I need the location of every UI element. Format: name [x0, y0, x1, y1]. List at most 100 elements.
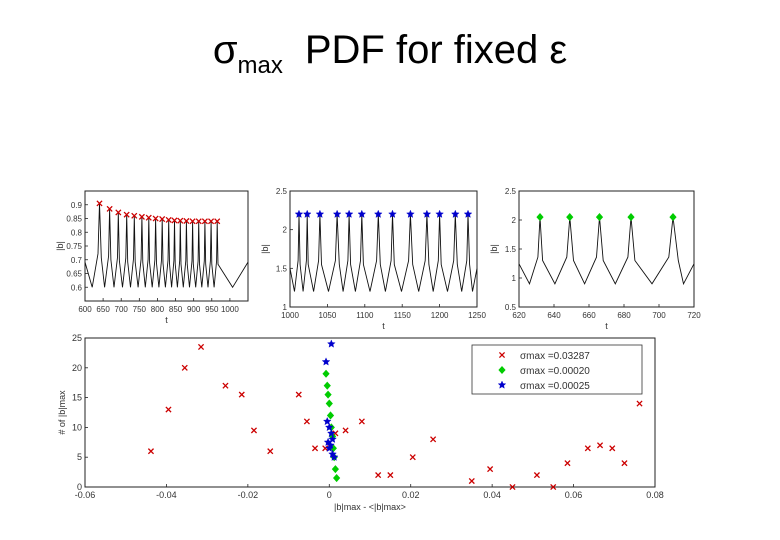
y-tick-label: 0.5 — [505, 303, 517, 312]
data-point — [323, 381, 331, 390]
data-point — [295, 391, 302, 398]
data-point — [326, 411, 335, 420]
data-point — [331, 465, 339, 474]
y-tick-label: 2.5 — [505, 187, 517, 196]
data-point — [550, 483, 557, 491]
data-point — [325, 399, 333, 408]
data-point — [596, 442, 604, 449]
legend-marker — [498, 351, 506, 359]
data-point — [267, 448, 274, 455]
data-point — [181, 364, 188, 371]
y-tick-label: 1 — [283, 303, 288, 312]
y-tick-label: 10 — [72, 422, 82, 432]
peak-marker — [106, 205, 113, 212]
x-tick-label: 750 — [133, 305, 147, 314]
x-tick-label: 850 — [169, 305, 183, 314]
legend: σmax =0.03287 σmax =0.00020 σmax =0.00025 — [471, 344, 643, 395]
peak-marker — [96, 200, 103, 207]
x-tick-label: 0.06 — [565, 490, 583, 500]
peak-marker — [138, 213, 145, 220]
x-tick-label: 620 — [512, 311, 526, 320]
title-symbol: σ — [212, 28, 238, 72]
x-axis-label: t — [605, 321, 608, 331]
y-tick-label: 1.5 — [276, 264, 288, 273]
y-tick-label: 0.9 — [71, 201, 83, 210]
peak-marker — [145, 214, 152, 221]
data-point — [564, 460, 571, 467]
x-tick-label: 0.08 — [646, 490, 664, 500]
peak-marker — [344, 209, 354, 218]
y-tick-label: 5 — [77, 452, 82, 462]
y-tick-label: 15 — [72, 393, 82, 403]
peak-marker — [189, 218, 196, 225]
data-point — [342, 427, 349, 434]
peak-marker — [131, 212, 138, 219]
y-axis-label: |b| — [260, 244, 270, 254]
x-tick-label: 650 — [96, 305, 110, 314]
chart-panel-2: 1000 1050 1100 1150 1200 1250 1 1.5 2 2.5 t |b| — [260, 187, 486, 331]
peak-marker — [332, 209, 342, 218]
x-tick-label: 600 — [78, 305, 92, 314]
data-point — [147, 448, 155, 455]
data-point — [322, 445, 329, 452]
x-tick-label: 1150 — [394, 311, 412, 320]
x-tick-label: -0.02 — [238, 490, 259, 500]
peak-marker — [294, 209, 304, 218]
x-axis-label: t — [382, 321, 385, 331]
data-point — [324, 422, 334, 432]
data-point — [324, 390, 332, 399]
peak-marker — [406, 209, 415, 218]
y-tick-label: 0.6 — [71, 283, 83, 292]
y-tick-label: 0.8 — [71, 228, 83, 237]
peak-marker — [536, 213, 544, 222]
peak-marker — [207, 218, 215, 225]
x-tick-label: 680 — [617, 311, 631, 320]
y-tick-label: 2 — [512, 216, 517, 225]
legend-marker — [497, 380, 507, 389]
y-tick-label: 2 — [283, 226, 288, 235]
peak-marker — [388, 209, 397, 218]
peak-marker — [123, 211, 130, 218]
peak-marker — [201, 218, 208, 225]
chart-title: σmax PDF for fixed ε — [0, 28, 780, 80]
y-tick-label: 0 — [77, 482, 82, 492]
peak-marker — [315, 209, 325, 218]
chart-panel-4: -0.06 -0.04 -0.02 0 0.02 0.04 0.06 0.08 0 5 10 15 20… — [57, 333, 664, 512]
y-tick-label: 0.75 — [66, 242, 82, 251]
data-point — [322, 369, 330, 378]
x-tick-label: -0.06 — [75, 490, 96, 500]
peak-marker — [373, 209, 383, 218]
title-subscript: max — [237, 52, 283, 79]
x-tick-label: 1050 — [319, 311, 337, 320]
y-tick-label: 20 — [72, 363, 82, 373]
x-axis-label: |b|max - <|b|max> — [334, 502, 406, 512]
legend-label: σmax =0.03287 — [520, 351, 590, 362]
data-point — [321, 357, 331, 366]
x-tick-label: 640 — [547, 311, 561, 320]
y-tick-label: 0.7 — [71, 256, 83, 265]
x-tick-label: 1000 — [281, 311, 299, 320]
y-axis-label: |b| — [489, 244, 499, 254]
peak-marker — [159, 215, 166, 223]
peak-marker — [115, 209, 122, 216]
plot-frame — [518, 190, 695, 308]
data-point — [327, 428, 336, 438]
x-axis-label: t — [165, 315, 168, 325]
plot-frame — [289, 190, 478, 308]
x-tick-label: 900 — [187, 305, 201, 314]
x-tick-label: 0.02 — [402, 490, 420, 500]
x-tick-label: 800 — [151, 305, 165, 314]
data-point — [487, 466, 494, 473]
data-point — [621, 460, 628, 467]
data-point — [636, 400, 643, 407]
peak-marker — [165, 216, 172, 223]
y-tick-label: 1.5 — [505, 245, 517, 254]
peak-marker — [435, 209, 444, 218]
data-point — [468, 477, 475, 485]
title-text: PDF for fixed ε — [304, 28, 568, 72]
series-line — [84, 203, 249, 289]
x-tick-label: 950 — [205, 305, 219, 314]
data-point — [311, 445, 319, 452]
data-point — [430, 436, 437, 443]
peak-marker — [214, 218, 221, 225]
